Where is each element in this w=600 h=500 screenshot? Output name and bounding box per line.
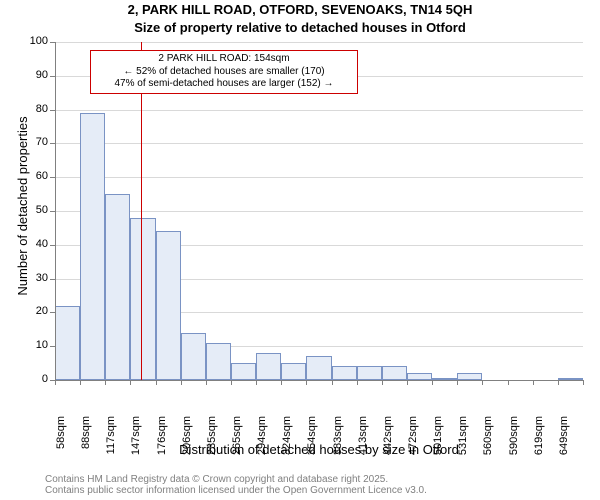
x-tick-mark: [533, 380, 534, 385]
x-tick-mark: [482, 380, 483, 385]
y-tick-mark: [50, 143, 55, 144]
y-tick-mark: [50, 177, 55, 178]
histogram-bar: [55, 306, 80, 380]
gridline: [55, 211, 583, 212]
histogram-bar: [80, 113, 105, 380]
y-tick-label: 20: [20, 305, 48, 317]
x-tick-mark: [558, 380, 559, 385]
y-tick-mark: [50, 42, 55, 43]
histogram-bar: [281, 363, 306, 380]
x-tick-mark: [407, 380, 408, 385]
histogram-bar: [332, 366, 357, 380]
y-axis-line: [55, 42, 56, 380]
gridline: [55, 42, 583, 43]
footer-line-2: Contains public sector information licen…: [45, 485, 427, 496]
footer-line-1: Contains HM Land Registry data © Crown c…: [45, 474, 427, 485]
x-tick-mark: [181, 380, 182, 385]
x-axis-title: Distribution of detached houses by size …: [55, 442, 583, 457]
histogram-bar: [105, 194, 130, 380]
histogram-bar: [206, 343, 231, 380]
y-axis-title: Number of detached properties: [15, 106, 30, 306]
x-tick-mark: [306, 380, 307, 385]
histogram-bar: [357, 366, 382, 380]
x-tick-mark: [332, 380, 333, 385]
y-tick-mark: [50, 346, 55, 347]
histogram-bar: [457, 373, 482, 380]
histogram-bar: [156, 231, 181, 380]
annotation-line-1: ← 52% of detached houses are smaller (17…: [95, 66, 353, 79]
histogram-bar: [256, 353, 281, 380]
y-tick-label: 0: [20, 373, 48, 385]
x-tick-mark: [206, 380, 207, 385]
y-tick-mark: [50, 76, 55, 77]
x-tick-mark: [281, 380, 282, 385]
x-tick-mark: [583, 380, 584, 385]
histogram-bar: [181, 333, 206, 380]
y-tick-mark: [50, 110, 55, 111]
x-tick-mark: [357, 380, 358, 385]
histogram-bar: [231, 363, 256, 380]
histogram-bar: [382, 366, 407, 380]
y-tick-mark: [50, 279, 55, 280]
y-tick-mark: [50, 245, 55, 246]
x-tick-mark: [256, 380, 257, 385]
x-tick-mark: [105, 380, 106, 385]
annotation-line-2: 47% of semi-detached houses are larger (…: [95, 78, 353, 91]
gridline: [55, 110, 583, 111]
x-tick-mark: [55, 380, 56, 385]
footer: Contains HM Land Registry data © Crown c…: [45, 474, 427, 496]
histogram-bar: [306, 356, 331, 380]
annotation-title: 2 PARK HILL ROAD: 154sqm: [158, 53, 289, 64]
y-tick-label: 10: [20, 339, 48, 351]
x-tick-mark: [382, 380, 383, 385]
x-tick-mark: [457, 380, 458, 385]
histogram-bar: [130, 218, 155, 380]
gridline: [55, 177, 583, 178]
gridline: [55, 143, 583, 144]
annotation-box: 2 PARK HILL ROAD: 154sqm ← 52% of detach…: [90, 50, 358, 94]
y-tick-label: 90: [20, 69, 48, 81]
histogram-bar: [407, 373, 432, 380]
page-title-line1: 2, PARK HILL ROAD, OTFORD, SEVENOAKS, TN…: [0, 2, 600, 17]
x-tick-mark: [80, 380, 81, 385]
y-tick-label: 100: [20, 35, 48, 47]
x-tick-mark: [130, 380, 131, 385]
x-tick-mark: [156, 380, 157, 385]
x-axis-line: [55, 380, 583, 381]
page-title-line2: Size of property relative to detached ho…: [0, 20, 600, 35]
x-tick-mark: [432, 380, 433, 385]
x-tick-mark: [231, 380, 232, 385]
y-tick-mark: [50, 312, 55, 313]
x-tick-mark: [508, 380, 509, 385]
y-tick-mark: [50, 211, 55, 212]
